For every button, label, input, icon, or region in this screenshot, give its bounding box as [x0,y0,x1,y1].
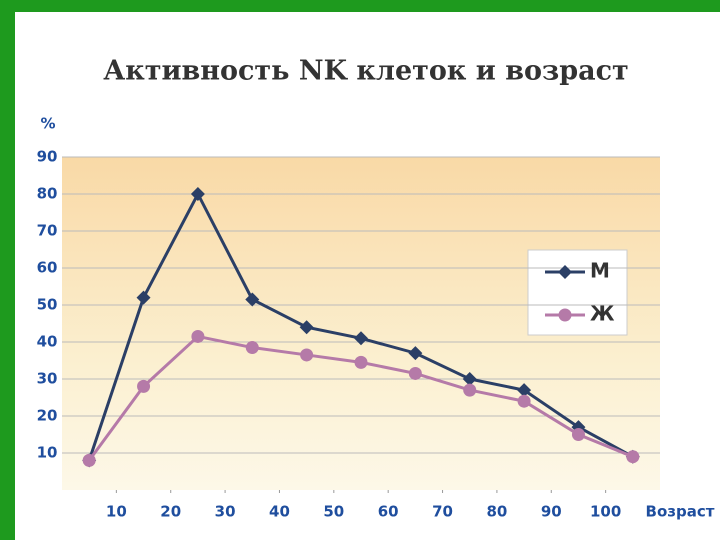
point [190,187,205,201]
point [245,292,260,307]
legend-marker [558,308,572,322]
point [517,394,531,408]
y-tick-label: 80 [37,185,58,203]
y-axis-label: % [40,115,55,133]
x-tick-label: 100 [590,503,621,521]
y-tick-label: 60 [37,259,58,277]
point [408,346,423,361]
point [408,366,422,380]
point [517,383,532,398]
top-border [0,0,720,12]
x-tick-label: 80 [486,503,507,521]
x-tick-label: 60 [378,503,399,521]
x-tick-label: 90 [541,503,562,521]
point [299,320,314,335]
point [354,355,368,369]
point [136,290,151,305]
point [463,383,477,397]
legend-label: Ж [590,302,615,326]
point [137,379,151,393]
legend-marker [558,265,572,279]
x-tick-label: 30 [215,503,236,521]
point [354,331,368,346]
legend [527,249,628,336]
x-tick-label: 20 [160,503,181,521]
y-tick-label: 10 [37,444,58,462]
legend-label: М [590,259,610,283]
y-tick-label: 70 [37,222,58,240]
x-tick-label: 10 [106,503,127,521]
y-tick-label: 30 [37,370,58,388]
point [626,450,640,464]
y-tick-label: 90 [37,148,58,166]
y-tick-label: 20 [37,407,58,425]
point [462,372,477,386]
x-tick-label: 40 [269,503,290,521]
point [245,341,259,355]
y-tick-label: 50 [37,296,58,314]
chart-title: Активность NK клеток и возраст [103,56,629,87]
point [571,428,585,441]
x-axis-label: Возраст [646,503,715,521]
point [191,329,205,343]
x-tick-label: 50 [323,503,344,521]
point [300,348,314,362]
left-border [0,0,15,540]
point [82,453,96,467]
y-tick-label: 40 [37,333,58,351]
x-tick-label: 70 [432,503,453,521]
